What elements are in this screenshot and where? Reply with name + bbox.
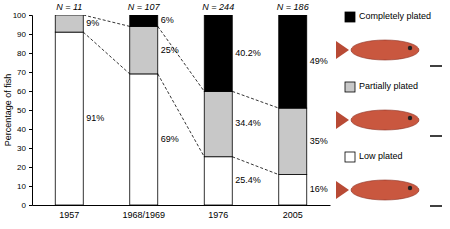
x-axis-line [33, 205, 331, 206]
y-tick-label: 10 [17, 182, 26, 191]
x-tick: 1968/1969 [122, 205, 165, 220]
data-label: 91% [86, 113, 104, 123]
y-tick: 80 [17, 49, 32, 58]
legend-swatch [345, 152, 355, 162]
bar-segment [204, 15, 232, 91]
connector [83, 32, 130, 74]
y-tick: 50 [17, 106, 32, 115]
legend-swatch [345, 82, 355, 92]
fish-icon [336, 180, 442, 206]
bar-segment [130, 15, 158, 26]
bar-segment [279, 15, 307, 108]
x-tick-label: 1976 [208, 210, 228, 220]
y-axis: 0 10 20 30 40 50 60 70 80 90 100 [13, 11, 33, 210]
bar-segment [130, 26, 158, 74]
x-tick-label: 1968/1969 [122, 210, 165, 220]
data-label: 34.4% [235, 118, 261, 128]
y-tick-label: 50 [17, 106, 26, 115]
x-tick-label: 2005 [283, 210, 303, 220]
legend-label: Low plated [359, 151, 403, 161]
legend-label: Completely plated [359, 11, 431, 21]
x-tick: 1976 [208, 205, 228, 220]
bar-segment [279, 175, 307, 205]
sample-size: N = 186 [277, 2, 309, 12]
sample-size: N = 244 [202, 2, 234, 12]
chart: 0 10 20 30 40 50 60 70 80 90 100 Percentage of fish… [0, 0, 450, 229]
y-tick-label: 40 [17, 125, 26, 134]
legend: Completely plated Partially plated Low pla… [336, 11, 442, 206]
bar-segment [130, 74, 158, 205]
bar-segment [204, 91, 232, 156]
sample-size: N = 107 [128, 2, 161, 12]
x-tick: 2005 [283, 205, 303, 220]
connector [232, 157, 279, 175]
y-axis-title: Percentage of fish [3, 74, 13, 147]
data-label: 9% [86, 18, 99, 28]
bar-segment [55, 15, 83, 32]
y-tick-label: 0 [22, 201, 27, 210]
y-tick-mark [29, 72, 32, 73]
x-tick-label: 1957 [59, 210, 79, 220]
y-tick: 90 [17, 30, 32, 39]
y-tick: 20 [17, 163, 32, 172]
y-tick-mark [29, 15, 32, 16]
bar-segment [55, 15, 83, 16]
y-tick-mark [29, 167, 32, 168]
y-tick: 0 [22, 201, 32, 210]
x-axis: 1957 1968/1969 1976 2005 [33, 205, 331, 220]
y-tick-mark [29, 129, 32, 130]
y-tick-mark [29, 205, 32, 206]
y-tick-mark [29, 110, 32, 111]
y-tick-mark [29, 34, 32, 35]
x-tick: 1957 [59, 205, 79, 220]
y-tick-mark [29, 91, 32, 92]
y-axis-line [29, 16, 33, 206]
y-tick-label: 20 [17, 163, 26, 172]
data-label: 16% [310, 184, 328, 194]
bar-segment [279, 108, 307, 175]
y-tick: 60 [17, 87, 32, 96]
data-label: 35% [310, 136, 328, 146]
data-label: 69% [161, 134, 179, 144]
y-tick-label: 30 [17, 144, 26, 153]
connector [158, 26, 205, 91]
bar-segment [55, 32, 83, 205]
data-label: 40.2% [235, 48, 261, 58]
connector [232, 91, 279, 108]
bar-segment [204, 157, 232, 205]
data-label: 49% [310, 56, 328, 66]
y-tick-mark [29, 148, 32, 149]
y-tick-mark [29, 53, 32, 54]
data-label: 25% [161, 45, 179, 55]
y-tick: 100 [13, 11, 32, 20]
y-tick: 30 [17, 144, 32, 153]
y-tick-label: 60 [17, 87, 26, 96]
legend-label: Partially plated [359, 81, 418, 91]
y-tick-label: 80 [17, 49, 26, 58]
data-label: 25.4% [235, 175, 261, 185]
fish-icon [336, 110, 442, 136]
y-tick: 10 [17, 182, 32, 191]
y-tick-mark [29, 186, 32, 187]
plot-area [55, 15, 307, 205]
legend-swatch [345, 12, 355, 22]
data-label: 6% [161, 15, 174, 25]
y-tick-label: 70 [17, 68, 26, 77]
fish-icon [336, 40, 442, 66]
connector [158, 74, 205, 157]
y-tick: 40 [17, 125, 32, 134]
y-tick-label: 100 [13, 11, 27, 20]
y-tick: 70 [17, 68, 32, 77]
sample-size: N = 11 [56, 2, 82, 12]
y-tick-label: 90 [17, 30, 26, 39]
